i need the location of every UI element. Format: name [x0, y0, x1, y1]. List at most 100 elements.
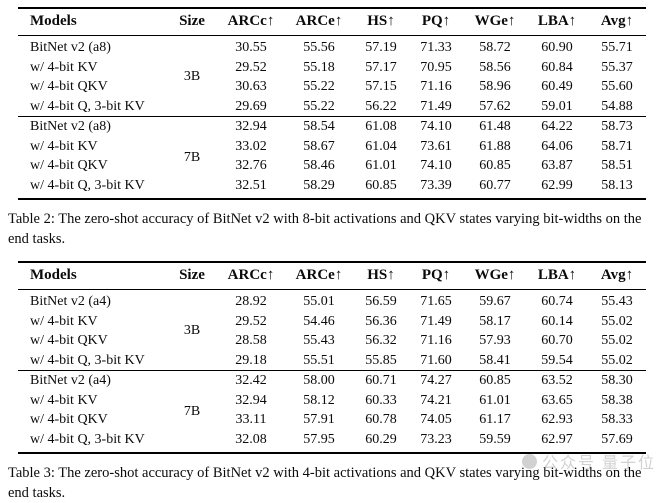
column-header: HS↑ [354, 262, 408, 290]
metric-value: 60.85 [479, 158, 511, 173]
column-header: HS↑ [354, 8, 408, 36]
metric-value: 71.49 [420, 313, 452, 329]
metric-value: 60.74 [541, 294, 573, 309]
metric-value: 55.43 [303, 333, 335, 348]
column-header: ARCe↑ [284, 262, 354, 290]
metric-value: 64.06 [541, 138, 573, 154]
model-name: BitNet v2 (a8) [18, 116, 166, 137]
model-name: w/ 4-bit Q, 3-bit KV [30, 352, 145, 368]
metric-value: 55.85 [365, 352, 397, 368]
metric-value: 58.41 [479, 352, 511, 368]
model-name: w/ 4-bit Q, 3-bit KV [30, 177, 145, 193]
metric-value: 62.93 [541, 412, 573, 427]
metric-value: 32.94 [235, 392, 267, 408]
metric-value: 61.08 [354, 116, 408, 137]
model-name: BitNet v2 (a8) [30, 40, 111, 55]
metric-value: 60.29 [365, 431, 397, 447]
metric-value: 60.71 [354, 370, 408, 391]
metric-value: 58.71 [601, 138, 633, 154]
metric-value: 58.54 [284, 116, 354, 137]
table-2-results: Models Size ARCc↑ ARCe↑ HS↑ PQ↑ WGe↑ LBA↑ Avg↑ B… [18, 7, 646, 200]
table-row: w/ 4-bit QKV 28.58 55.43 56.32 71.16 57.93 60.… [18, 331, 646, 351]
model-name: w/ 4-bit QKV [30, 158, 108, 173]
model-name: w/ 4-bit KV [30, 138, 98, 154]
metric-value: 64.22 [526, 116, 588, 137]
metric-value: 57.69 [601, 431, 633, 447]
metric-value: 57.91 [303, 412, 335, 427]
metric-value: 61.01 [365, 158, 397, 173]
column-header: ARCc↑ [218, 8, 284, 36]
table-row: w/ 4-bit Q, 3-bit KV 32.51 58.29 60.85 73.39… [18, 176, 646, 200]
table-row: w/ 4-bit KV 29.52 55.18 57.17 70.95 58.56 60.8… [18, 58, 646, 78]
metric-value: 60.33 [365, 392, 397, 408]
metric-value: 55.43 [601, 294, 633, 309]
metric-value: 57.15 [365, 79, 397, 94]
metric-value: 71.60 [420, 352, 452, 368]
column-header: Size [166, 262, 218, 290]
metric-value: 60.78 [365, 412, 397, 427]
metric-value: 74.27 [408, 370, 464, 391]
table-row: w/ 4-bit KV 29.52 54.46 56.36 71.49 58.17 60.1… [18, 312, 646, 332]
metric-value: 58.29 [303, 177, 335, 193]
metric-value: 62.97 [541, 431, 573, 447]
metric-value: 58.73 [588, 116, 646, 137]
metric-value: 71.65 [420, 294, 452, 309]
metric-value: 58.30 [588, 370, 646, 391]
metric-value: 56.22 [365, 98, 397, 114]
metric-value: 58.56 [479, 59, 511, 75]
metric-value: 55.51 [303, 352, 335, 368]
model-name: w/ 4-bit KV [30, 313, 98, 329]
metric-value: 60.85 [464, 370, 526, 391]
model-name: w/ 4-bit Q, 3-bit KV [30, 98, 145, 114]
metric-value: 58.46 [303, 158, 335, 173]
metric-value: 54.46 [303, 313, 335, 329]
metric-value: 58.13 [601, 177, 633, 193]
metric-value: 74.10 [408, 116, 464, 137]
table-row: BitNet v2 (a4) 7B 32.42 58.00 60.71 74.27 60.8… [18, 370, 646, 453]
model-name: w/ 4-bit QKV [30, 412, 108, 427]
metric-value: 74.05 [420, 412, 452, 427]
metric-value: 55.60 [601, 79, 633, 94]
size-cell: 3B [183, 69, 201, 85]
metric-value: 30.63 [235, 79, 267, 94]
column-header: Models [18, 8, 166, 36]
metric-value: 60.14 [541, 313, 573, 329]
model-name: w/ 4-bit Q, 3-bit KV [30, 431, 145, 447]
metric-value: 70.95 [420, 59, 452, 75]
table-row: w/ 4-bit QKV 32.76 58.46 61.01 74.10 60.85 63.… [18, 156, 646, 176]
metric-value: 71.16 [420, 79, 452, 94]
metric-value: 32.51 [235, 177, 267, 193]
metric-value: 58.51 [601, 158, 633, 173]
metric-value: 62.99 [541, 177, 573, 193]
metric-value: 29.52 [235, 313, 267, 329]
metric-value: 59.67 [479, 294, 511, 309]
metric-value: 59.59 [479, 431, 511, 447]
column-header: PQ↑ [408, 8, 464, 36]
metric-value: 71.33 [420, 40, 452, 55]
table-row: w/ 4-bit QKV 30.63 55.22 57.15 71.16 58.96 60.… [18, 77, 646, 97]
metric-value: 59.01 [541, 98, 573, 114]
metric-value: 56.36 [365, 313, 397, 329]
table-row: w/ 4-bit Q, 3-bit KV 29.18 55.51 55.85 71.60… [18, 351, 646, 371]
metric-value: 55.22 [303, 79, 335, 94]
metric-value: 32.94 [218, 116, 284, 137]
column-header: Models [18, 262, 166, 290]
metric-value: 60.85 [365, 177, 397, 193]
table-row: BitNet v2 (a8) 3B 30.55 55.56 57.19 71.33 58.7… [18, 36, 646, 84]
table-3-body: BitNet v2 (a4) 3B 28.92 55.01 56.59 71.65 59.6… [18, 290, 646, 453]
column-header: Avg↑ [588, 8, 646, 36]
metric-value: 57.95 [303, 431, 335, 447]
metric-value: 32.42 [218, 370, 284, 391]
metric-value: 58.96 [479, 79, 511, 94]
table-2-header-row: Models Size ARCc↑ ARCe↑ HS↑ PQ↑ WGe↑ LBA↑ Avg↑ [18, 8, 646, 36]
metric-value: 33.02 [235, 138, 267, 154]
table-3-caption: Table 3: The zero-shot accuracy of BitNe… [8, 465, 642, 501]
metric-value: 58.17 [479, 313, 511, 329]
metric-value: 63.65 [541, 392, 573, 408]
size-cell: 7B [166, 116, 218, 199]
metric-value: 55.02 [601, 333, 633, 348]
table-row: w/ 4-bit KV 33.02 58.67 61.04 73.61 61.88 64.0… [18, 137, 646, 157]
table-row: w/ 4-bit KV 32.94 58.12 60.33 74.21 61.01 63.6… [18, 391, 646, 411]
column-header: ARCc↑ [218, 262, 284, 290]
